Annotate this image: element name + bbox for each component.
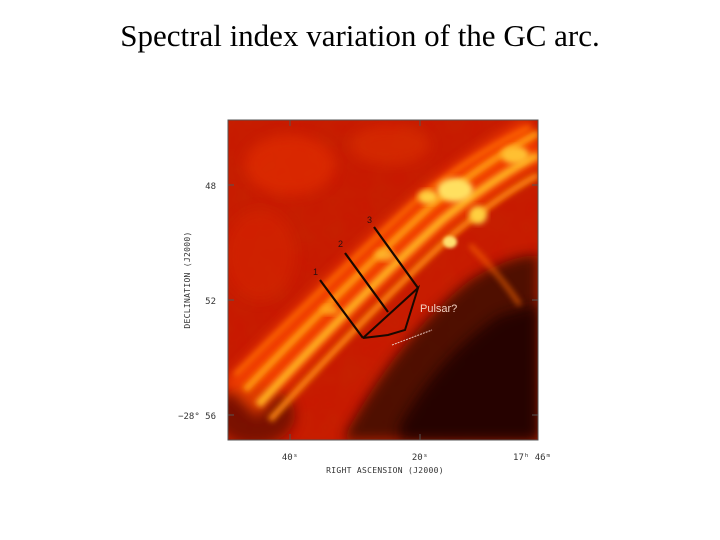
x-tick-label: 40ˢ [282, 453, 298, 463]
region-cut-2 [344, 252, 389, 313]
pulsar-pointer [391, 329, 433, 346]
region-label-2: 2 [338, 239, 343, 249]
radio-map-figure: 1 2 3 Pulsar? 48 52 −28° 56 DECLINATION … [170, 105, 560, 485]
region-wedge [362, 284, 421, 339]
y-axis: 48 52 −28° 56 DECLINATION (J2000) [178, 182, 538, 422]
radio-map-image: 1 2 3 Pulsar? 48 52 −28° 56 DECLINATION … [178, 119, 551, 475]
map-frame [227, 119, 539, 441]
slide-title: Spectral index variation of the GC arc. [120, 18, 600, 53]
region-label-3: 3 [367, 215, 372, 225]
region-cut-3 [373, 226, 419, 289]
radio-map-image-area [228, 120, 538, 440]
x-tick-label: 20ˢ [412, 453, 428, 463]
region-label-1: 1 [313, 267, 318, 277]
y-axis-label: DECLINATION (J2000) [183, 231, 192, 328]
pulsar-label: Pulsar? [420, 303, 457, 315]
x-axis-label: RIGHT ASCENSION (J2000) [326, 466, 444, 475]
y-tick-label: 52 [205, 297, 216, 307]
y-tick-label: 48 [205, 182, 216, 192]
region-cuts [319, 226, 433, 346]
x-axis: 40ˢ 20ˢ 17ʰ 46ᵐ RIGHT ASCENSION (J2000) [282, 120, 551, 475]
y-tick-label: −28° 56 [178, 412, 216, 422]
region-cut-1 [319, 279, 364, 339]
x-tick-label: 17ʰ 46ᵐ [513, 453, 551, 463]
